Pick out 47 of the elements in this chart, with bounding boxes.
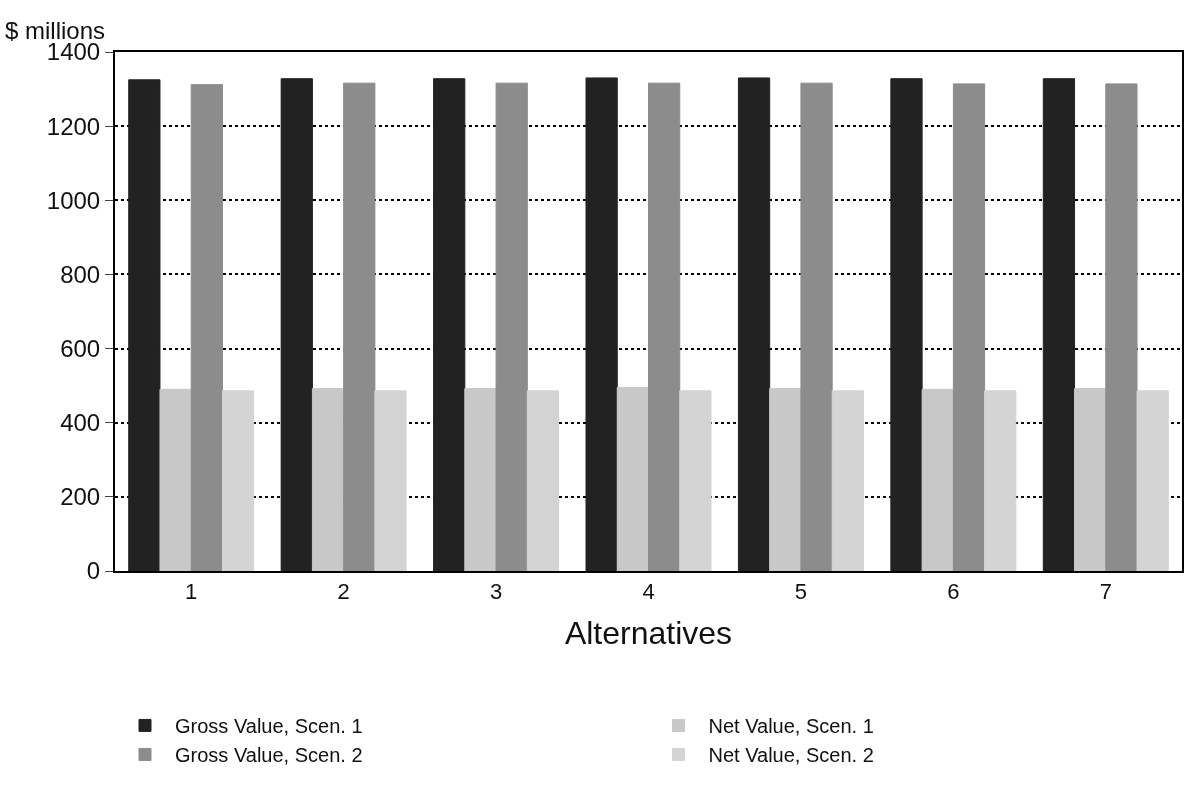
- bar: [616, 387, 649, 571]
- bar: [585, 77, 618, 571]
- bar: [1074, 388, 1107, 571]
- bar: [526, 390, 560, 571]
- legend-label: Gross Value, Scen. 2: [175, 744, 363, 767]
- bar: [831, 390, 864, 571]
- bar: [800, 82, 833, 571]
- bar: [280, 78, 313, 571]
- bar: [1136, 390, 1169, 571]
- y-tick-label: 600: [60, 334, 101, 362]
- x-tick-label: 1: [185, 579, 198, 605]
- bar: [464, 388, 497, 571]
- x-tick-label: 7: [1099, 579, 1112, 605]
- bar: [433, 78, 466, 571]
- bar: [128, 79, 161, 571]
- bar: [311, 388, 345, 571]
- y-tick-label: 200: [60, 483, 101, 511]
- bar: [890, 78, 923, 571]
- bar: [374, 390, 407, 571]
- legend-label: Net Value, Scen. 1: [708, 715, 874, 738]
- x-tick-label: 2: [337, 579, 350, 605]
- bar: [769, 388, 802, 571]
- legend-label: Gross Value, Scen. 1: [175, 715, 363, 738]
- bar: [159, 388, 192, 571]
- bar: [679, 390, 712, 571]
- bar: [1105, 83, 1138, 571]
- y-tick-label: 1200: [46, 112, 101, 140]
- bar: [921, 388, 954, 571]
- y-tick-label: 400: [60, 409, 101, 437]
- bar: [737, 77, 771, 571]
- bar: [984, 390, 1017, 571]
- x-tick-label: 4: [642, 579, 655, 605]
- y-tick-label: 1000: [46, 186, 101, 214]
- bar: [1042, 78, 1076, 571]
- bar: [648, 82, 681, 571]
- x-axis-title: Alternatives: [564, 614, 733, 651]
- x-tick-label: 6: [947, 579, 960, 605]
- bar: [221, 390, 255, 571]
- x-tick-label: 5: [794, 579, 808, 605]
- bar: [495, 82, 528, 571]
- y-tick-label: 800: [60, 260, 101, 288]
- bar: [952, 83, 986, 571]
- bar: [343, 82, 376, 571]
- x-tick-label: 3: [489, 579, 503, 605]
- legend-label: Net Value, Scen. 2: [708, 744, 874, 767]
- bar: [190, 84, 223, 571]
- y-tick-label: 0: [86, 557, 101, 585]
